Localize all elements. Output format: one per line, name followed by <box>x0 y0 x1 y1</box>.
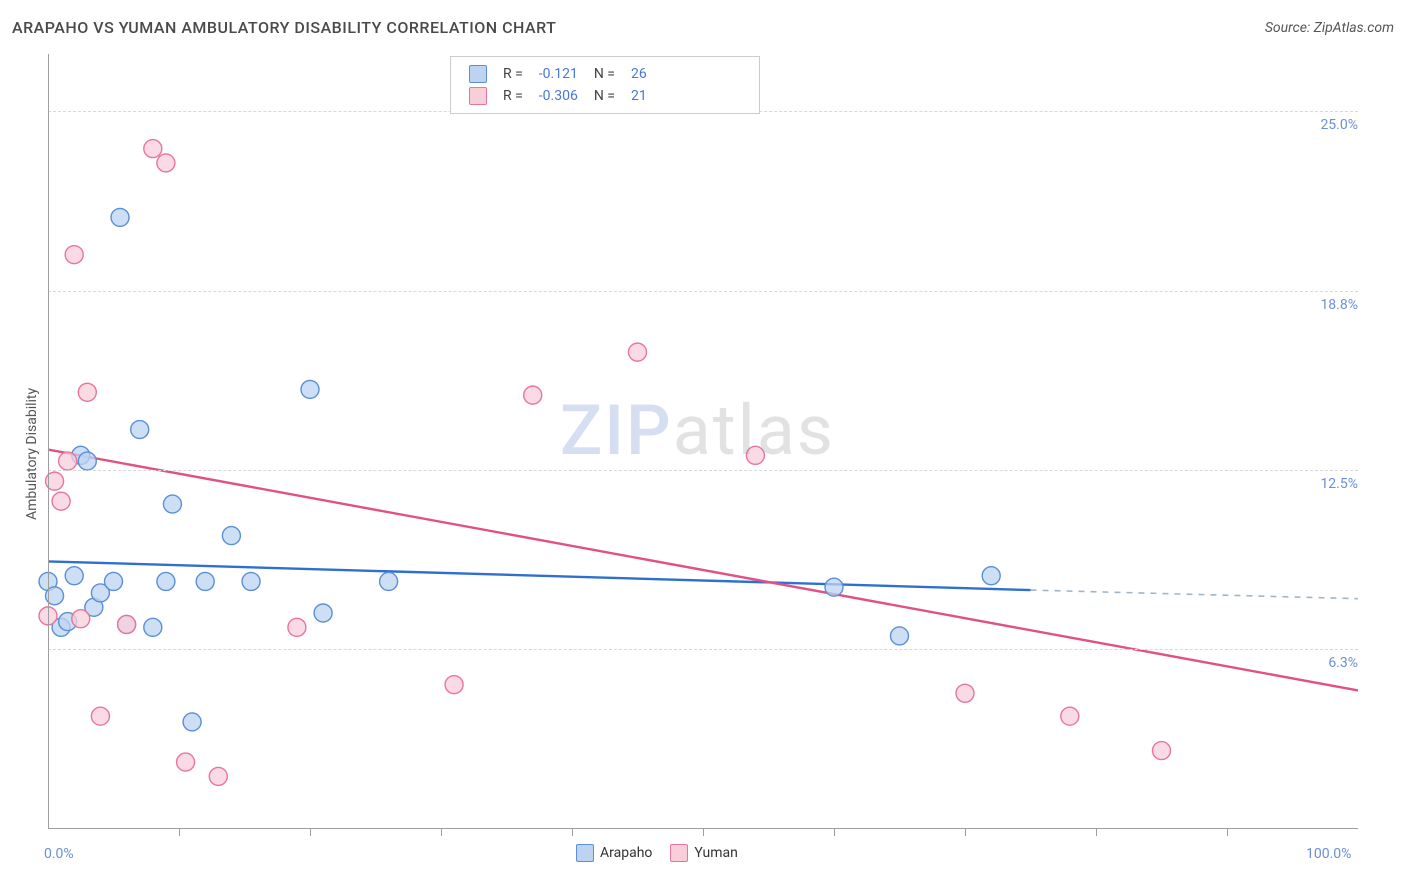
source-attribution: Source: ZipAtlas.com <box>1265 20 1394 36</box>
data-point-arapaho <box>196 572 214 590</box>
data-point-yuman <box>59 452 77 470</box>
legend-item: Yuman <box>670 844 737 862</box>
data-point-yuman <box>65 246 83 264</box>
legend-series-name: Yuman <box>694 845 737 861</box>
legend-series-name: Arapaho <box>600 845 652 861</box>
data-point-yuman <box>1153 742 1171 760</box>
data-point-yuman <box>118 615 136 633</box>
source-name: ZipAtlas.com <box>1314 20 1394 36</box>
trend-line-arapaho <box>48 561 1031 590</box>
data-point-arapaho <box>314 604 332 622</box>
header-row: ARAPAHO VS YUMAN AMBULATORY DISABILITY C… <box>12 18 1394 37</box>
data-point-yuman <box>746 446 764 464</box>
legend-swatch <box>576 844 594 862</box>
legend-r-value: -0.306 <box>531 85 586 107</box>
legend-r-value: -0.121 <box>531 63 586 85</box>
data-point-arapaho <box>982 567 1000 585</box>
data-point-yuman <box>78 383 96 401</box>
data-point-yuman <box>1061 707 1079 725</box>
legend-n-label: N = <box>586 85 623 107</box>
x-tick-label: 100.0% <box>1306 846 1351 862</box>
data-point-arapaho <box>163 495 181 513</box>
data-point-yuman <box>91 707 109 725</box>
y-tick-label: 18.8% <box>1302 297 1358 313</box>
y-tick-label: 25.0% <box>1302 117 1358 133</box>
source-prefix: Source: <box>1265 20 1314 36</box>
data-point-arapaho <box>825 578 843 596</box>
legend-n-value: 21 <box>623 85 655 107</box>
trend-line-yuman <box>48 450 1358 691</box>
data-point-arapaho <box>183 713 201 731</box>
legend-item: Arapaho <box>576 844 652 862</box>
data-point-arapaho <box>157 572 175 590</box>
data-point-arapaho <box>65 567 83 585</box>
data-point-yuman <box>956 684 974 702</box>
data-point-yuman <box>288 618 306 636</box>
data-point-yuman <box>445 676 463 694</box>
legend-n-label: N = <box>586 63 623 85</box>
data-point-arapaho <box>891 627 909 645</box>
chart-title: ARAPAHO VS YUMAN AMBULATORY DISABILITY C… <box>12 18 556 37</box>
data-point-arapaho <box>242 572 260 590</box>
legend-r-label: R = <box>495 63 531 85</box>
trend-line-extrapolated <box>1031 590 1359 599</box>
data-point-arapaho <box>78 452 96 470</box>
data-point-arapaho <box>111 208 129 226</box>
legend-n-value: 26 <box>623 63 655 85</box>
legend-swatch <box>670 844 688 862</box>
data-point-yuman <box>72 610 90 628</box>
data-point-yuman <box>209 767 227 785</box>
data-point-yuman <box>177 753 195 771</box>
legend-swatch <box>469 87 487 105</box>
correlation-legend: R =-0.121N =26 R =-0.306N =21 <box>450 56 760 114</box>
data-point-arapaho <box>144 618 162 636</box>
data-point-yuman <box>52 492 70 510</box>
data-point-yuman <box>629 343 647 361</box>
data-point-yuman <box>524 386 542 404</box>
data-point-yuman <box>157 154 175 172</box>
data-point-yuman <box>144 140 162 158</box>
legend-r-label: R = <box>495 85 531 107</box>
y-axis-label: Ambulatory Disability <box>24 388 40 520</box>
legend-swatch <box>469 65 487 83</box>
data-point-arapaho <box>222 527 240 545</box>
x-tick-label: 0.0% <box>44 846 74 862</box>
y-tick-label: 6.3% <box>1302 655 1358 671</box>
scatter-plot <box>48 54 1358 828</box>
series-legend: Arapaho Yuman <box>576 844 738 862</box>
y-tick-label: 12.5% <box>1302 476 1358 492</box>
data-point-arapaho <box>105 572 123 590</box>
data-point-arapaho <box>301 380 319 398</box>
data-point-arapaho <box>380 572 398 590</box>
data-point-arapaho <box>131 421 149 439</box>
